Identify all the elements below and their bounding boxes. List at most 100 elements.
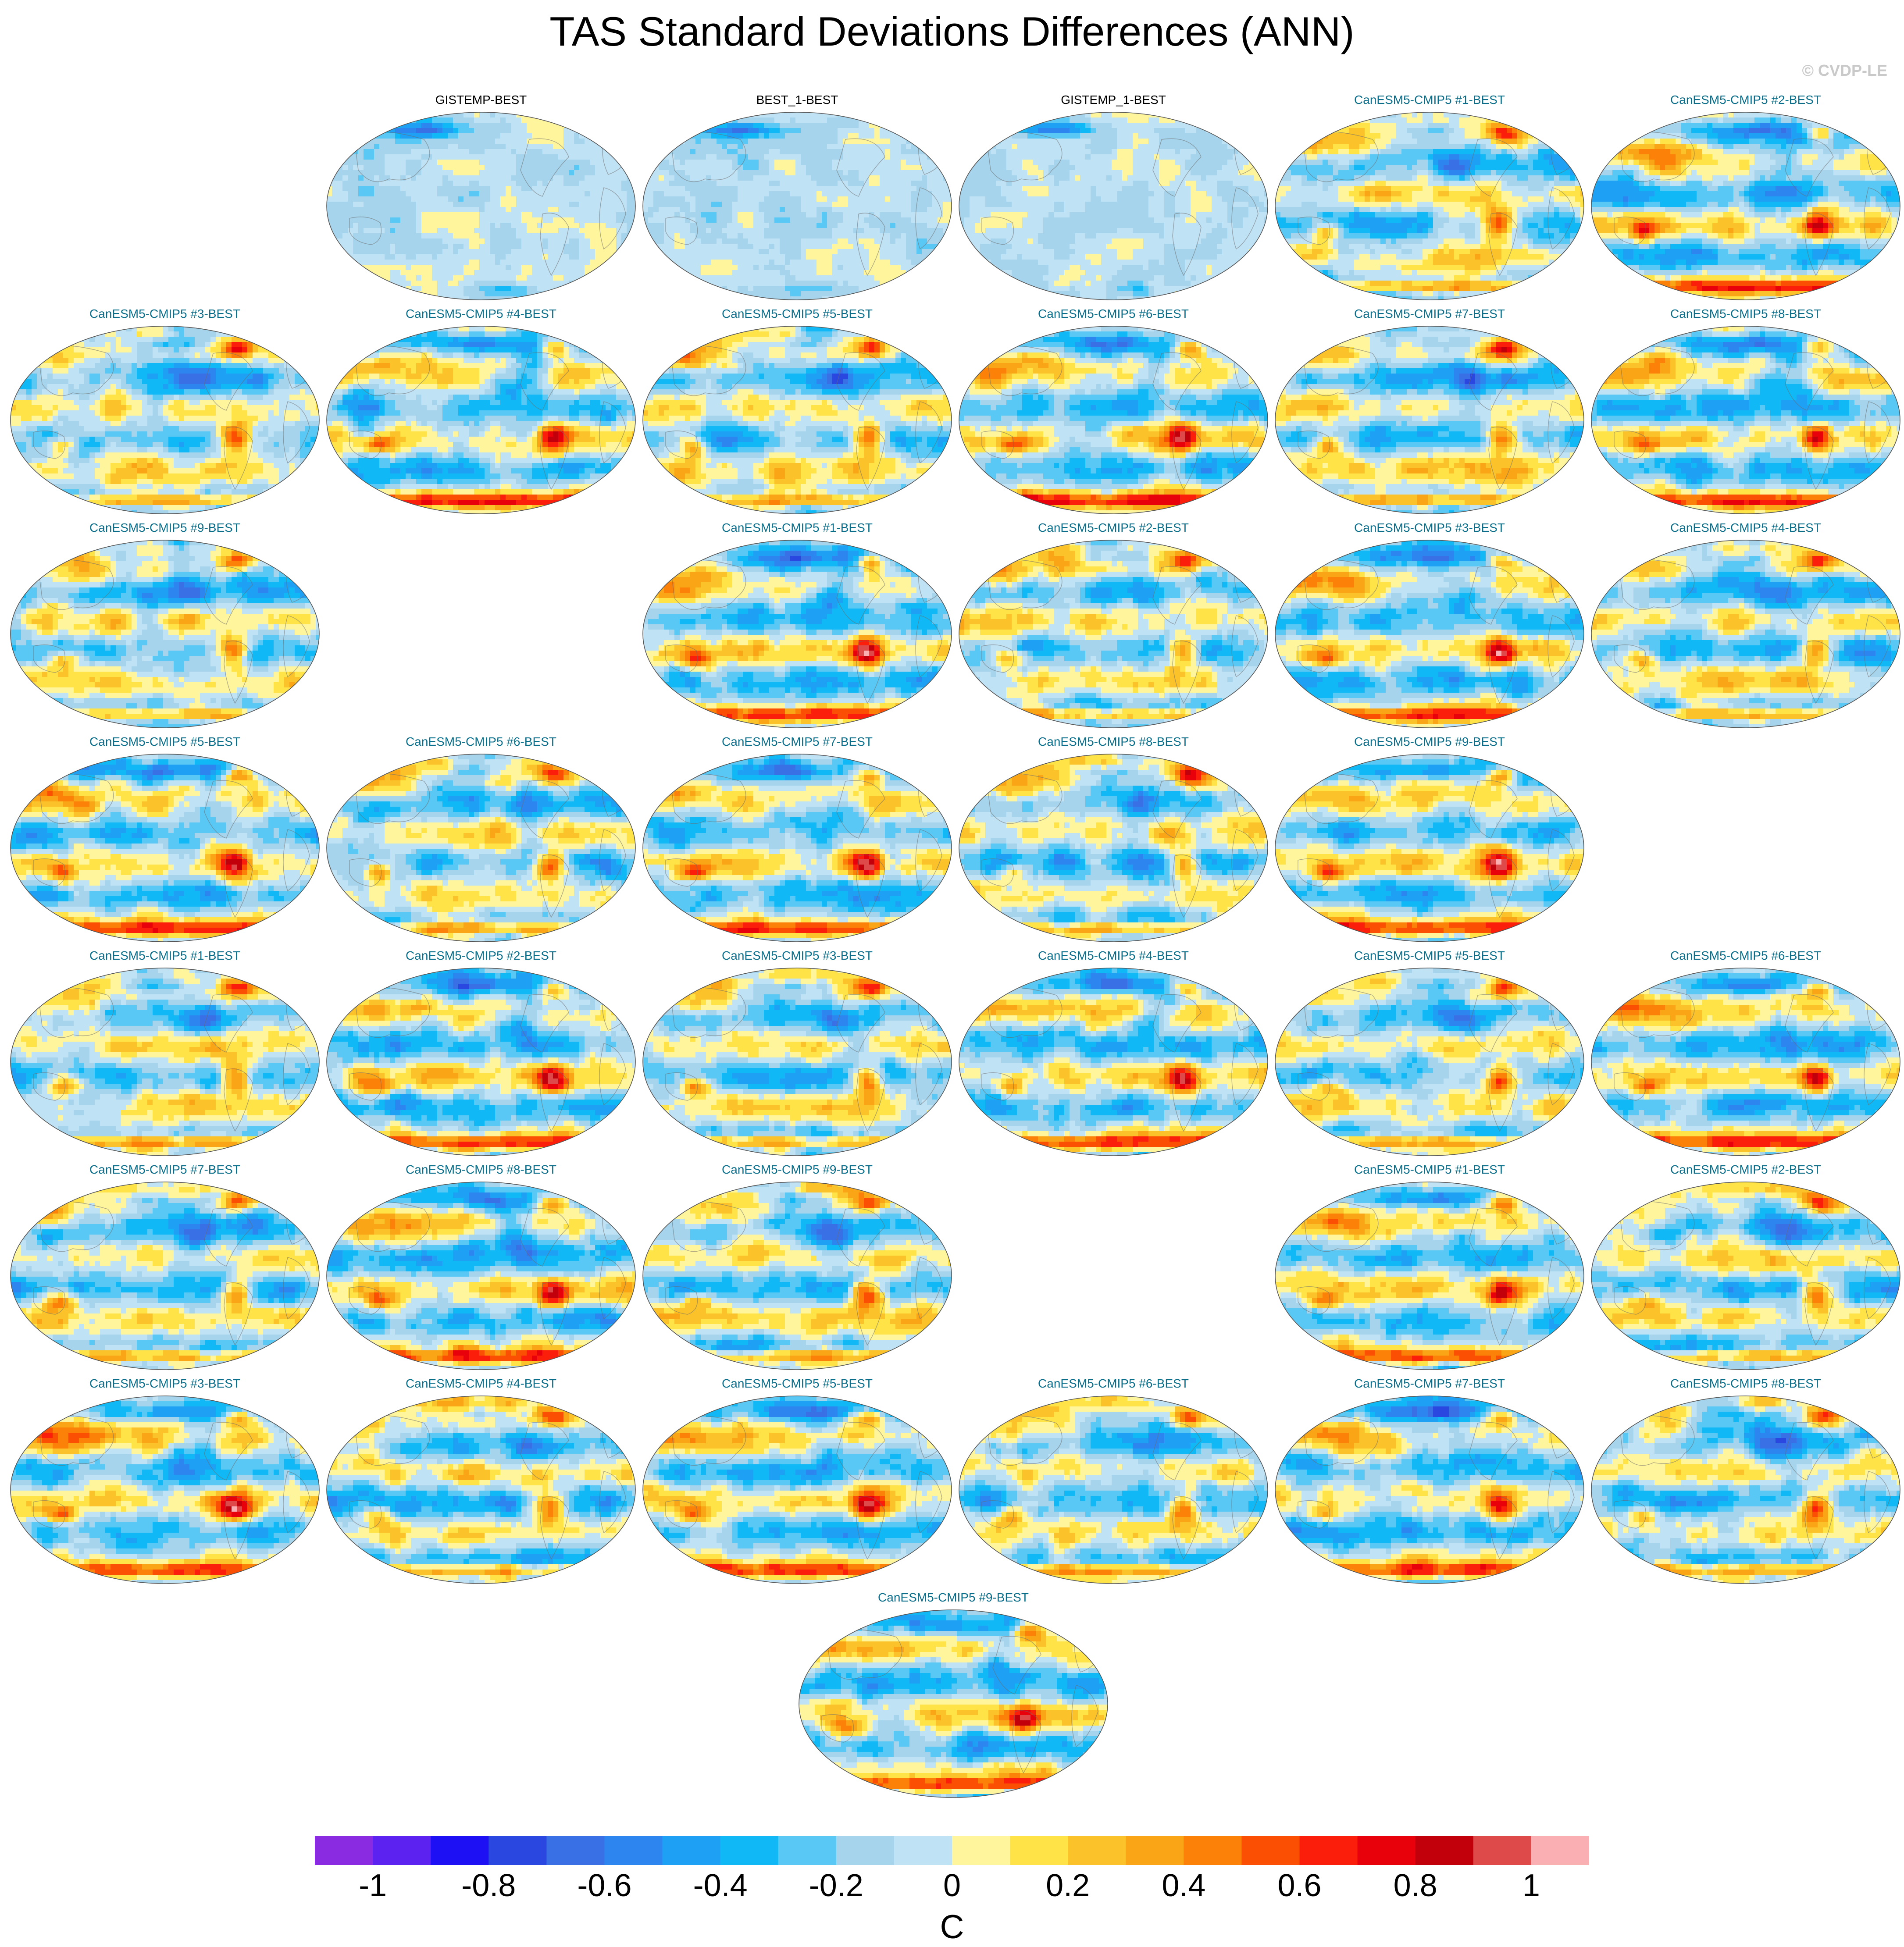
panel-title: CanESM5-CMIP5 #2-BEST — [323, 949, 639, 963]
panel-title: GISTEMP-BEST — [323, 93, 639, 107]
panel-title: CanESM5-CMIP5 #1-BEST — [7, 949, 323, 963]
map-panel: CanESM5-CMIP5 #7-BEST — [7, 1163, 323, 1373]
map-panel: CanESM5-CMIP5 #6-BEST — [1588, 949, 1904, 1159]
map-svg — [1272, 109, 1587, 305]
map-panel: GISTEMP_1-BEST — [956, 93, 1271, 303]
map-panel: CanESM5-CMIP5 #2-BEST — [1588, 1163, 1904, 1373]
panel-title: CanESM5-CMIP5 #7-BEST — [1272, 1377, 1587, 1391]
map-panel: CanESM5-CMIP5 #1-BEST — [1272, 1163, 1587, 1373]
map-svg — [639, 323, 955, 519]
panel-title: CanESM5-CMIP5 #2-BEST — [1588, 93, 1904, 107]
colorbar-tick-label: 0 — [943, 1868, 961, 1904]
panel-title: BEST_1-BEST — [639, 93, 955, 107]
map-panel: CanESM5-CMIP5 #8-BEST — [1588, 1377, 1904, 1587]
panel-title: CanESM5-CMIP5 #7-BEST — [639, 735, 955, 749]
map-svg — [639, 1178, 955, 1375]
panel-title: CanESM5-CMIP5 #8-BEST — [956, 735, 1271, 749]
panel-title: CanESM5-CMIP5 #4-BEST — [323, 1377, 639, 1391]
colorbar-bin — [894, 1836, 952, 1865]
colorbar-bin — [1010, 1836, 1068, 1865]
map-svg — [1588, 323, 1904, 519]
map-panel: CanESM5-CMIP5 #1-BEST — [1272, 93, 1587, 303]
map-svg — [7, 1392, 323, 1589]
colorbar-bin — [836, 1836, 895, 1865]
map-panel: CanESM5-CMIP5 #9-BEST — [1272, 735, 1587, 945]
panel-title: CanESM5-CMIP5 #1-BEST — [1272, 93, 1587, 107]
panel-title: CanESM5-CMIP5 #9-BEST — [1272, 735, 1587, 749]
map-svg — [1588, 109, 1904, 305]
map-svg — [1588, 1392, 1904, 1589]
map-panel: CanESM5-CMIP5 #5-BEST — [639, 1377, 955, 1587]
map-panel: CanESM5-CMIP5 #1-BEST — [7, 949, 323, 1159]
map-panel: CanESM5-CMIP5 #7-BEST — [1272, 307, 1587, 517]
colorbar-bin — [778, 1836, 837, 1865]
colorbar-bin — [315, 1836, 373, 1865]
panel-title: CanESM5-CMIP5 #4-BEST — [956, 949, 1271, 963]
map-svg — [1588, 537, 1904, 733]
map-svg — [323, 751, 639, 947]
map-svg — [7, 751, 323, 947]
panel-title: CanESM5-CMIP5 #1-BEST — [639, 521, 955, 535]
colorbar-tick-label: -0.2 — [809, 1868, 863, 1904]
map-svg — [639, 751, 955, 947]
panel-title: CanESM5-CMIP5 #2-BEST — [956, 521, 1271, 535]
colorbar-tick-label: 1 — [1522, 1868, 1540, 1904]
colorbar-tick-label: -1 — [359, 1868, 387, 1904]
panel-title: CanESM5-CMIP5 #9-BEST — [7, 521, 323, 535]
map-svg — [1272, 323, 1587, 519]
map-svg — [639, 537, 955, 733]
colorbar-bin — [1416, 1836, 1474, 1865]
map-panel: CanESM5-CMIP5 #2-BEST — [323, 949, 639, 1159]
map-svg — [956, 751, 1271, 947]
panel-title: CanESM5-CMIP5 #7-BEST — [7, 1163, 323, 1177]
map-svg — [639, 965, 955, 1161]
colorbar-bin — [488, 1836, 547, 1865]
chart-title: TAS Standard Deviations Differences (ANN… — [0, 8, 1904, 55]
map-svg — [1272, 1392, 1587, 1589]
panel-title: CanESM5-CMIP5 #8-BEST — [1588, 1377, 1904, 1391]
colorbar-bin — [1184, 1836, 1242, 1865]
map-svg — [323, 109, 639, 305]
colorbar-tick-label: -0.8 — [461, 1868, 516, 1904]
map-panel: CanESM5-CMIP5 #6-BEST — [956, 307, 1271, 517]
map-panel: CanESM5-CMIP5 #6-BEST — [323, 735, 639, 945]
map-svg — [323, 965, 639, 1161]
panel-title: CanESM5-CMIP5 #5-BEST — [1272, 949, 1587, 963]
map-svg — [323, 323, 639, 519]
map-svg — [956, 109, 1271, 305]
map-panel: CanESM5-CMIP5 #9-BEST — [7, 521, 323, 731]
map-svg — [1588, 965, 1904, 1161]
colorbar-tick-label: -0.6 — [577, 1868, 631, 1904]
colorbar-tick-label: 0.6 — [1277, 1868, 1321, 1904]
map-svg — [323, 1392, 639, 1589]
map-panel: CanESM5-CMIP5 #5-BEST — [1272, 949, 1587, 1159]
map-panel: CanESM5-CMIP5 #5-BEST — [7, 735, 323, 945]
panel-title: CanESM5-CMIP5 #6-BEST — [956, 307, 1271, 321]
map-svg — [956, 1392, 1271, 1589]
colorbar-bin — [373, 1836, 431, 1865]
map-panel: CanESM5-CMIP5 #4-BEST — [323, 307, 639, 517]
panel-title: CanESM5-CMIP5 #9-BEST — [639, 1163, 955, 1177]
map-svg — [1272, 751, 1587, 947]
colorbar-bin — [1473, 1836, 1532, 1865]
panel-title: CanESM5-CMIP5 #3-BEST — [639, 949, 955, 963]
panel-title: CanESM5-CMIP5 #4-BEST — [1588, 521, 1904, 535]
colorbar-bin — [1358, 1836, 1416, 1865]
panel-title: CanESM5-CMIP5 #4-BEST — [323, 307, 639, 321]
map-panel: CanESM5-CMIP5 #9-BEST — [639, 1163, 955, 1373]
panel-title: CanESM5-CMIP5 #1-BEST — [1272, 1163, 1587, 1177]
panel-title: CanESM5-CMIP5 #5-BEST — [639, 1377, 955, 1391]
colorbar-tick-label: -0.4 — [693, 1868, 748, 1904]
map-svg — [1272, 1178, 1587, 1375]
panel-title: CanESM5-CMIP5 #6-BEST — [323, 735, 639, 749]
panel-title: CanESM5-CMIP5 #8-BEST — [1588, 307, 1904, 321]
panel-title: CanESM5-CMIP5 #3-BEST — [7, 307, 323, 321]
panel-title: CanESM5-CMIP5 #8-BEST — [323, 1163, 639, 1177]
map-svg — [956, 537, 1271, 733]
colorbar-unit: C — [940, 1908, 964, 1946]
map-panel: CanESM5-CMIP5 #6-BEST — [956, 1377, 1271, 1587]
map-svg — [7, 965, 323, 1161]
map-svg — [7, 537, 323, 733]
map-panel: CanESM5-CMIP5 #9-BEST — [795, 1591, 1111, 1801]
